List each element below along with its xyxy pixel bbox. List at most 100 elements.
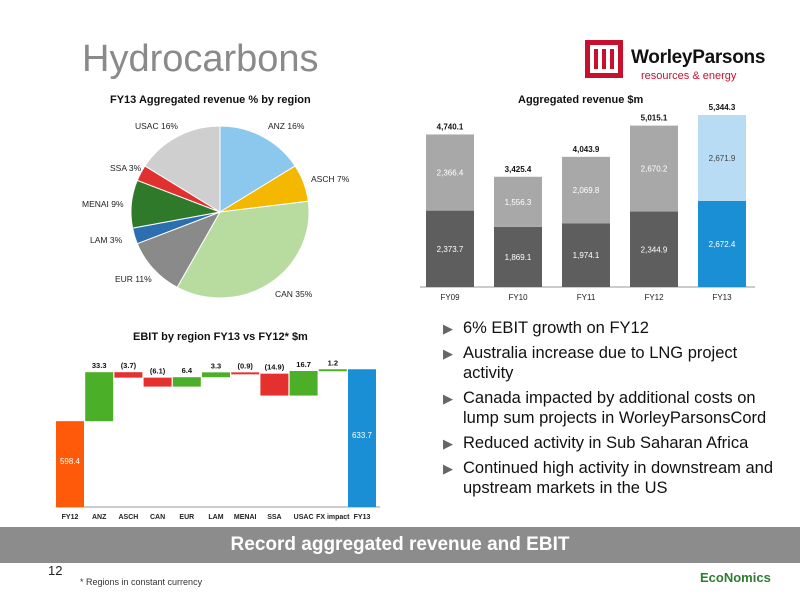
ebit-category-label: EUR [179,514,194,521]
ebit-category-label: FY13 [354,514,371,521]
ebit-bar [260,373,289,396]
revenue-total-label: 4,740.1 [437,122,464,131]
ebit-bar-label: 33.3 [92,361,107,370]
pie-slice-label: CAN 35% [275,289,313,299]
pie-slice [144,125,221,213]
bullet-item: ▶ Australia increase due to LNG project a… [443,344,738,382]
revenue-bar-bottom [426,210,474,287]
ebit-bar [231,372,260,375]
revenue-bar-top [494,176,542,227]
ebit-category-label: FX impact [316,514,350,521]
ebit-bar-label: 6.4 [182,366,193,375]
econ-footer-logo: EcoNomics [700,570,771,585]
revenue-bar-bottom-label: 1,869.1 [505,253,532,262]
revenue-category-label: FY10 [508,293,528,302]
ebit-bar [85,372,114,422]
revenue-category-label: FY11 [577,293,596,302]
revenue-total-label: 4,043.9 [573,145,600,154]
footnote: * Regions in constant currency [80,577,203,587]
ebit-category-label: SSA [267,514,281,521]
worleyparsons-logo: WorleyParsons resources & energy [585,40,765,82]
revenue-chart-title: Aggregated revenue $m [518,94,644,106]
triangle-bullet-icon: ▶ [443,461,453,476]
ebit-bar [318,369,347,372]
ebit-bar-label: 598.4 [60,457,81,466]
revenue-total-label: 5,344.3 [709,103,736,112]
pie-slice-label: EUR 11% [115,274,152,284]
ebit-bar [202,372,230,378]
revenue-bar-bottom [698,200,746,287]
slide-title: Hydrocarbons [82,38,319,80]
ebit-bar [114,372,143,378]
revenue-bar-bottom [562,223,610,287]
ebit-category-label: ANZ [92,514,107,521]
ebit-category-label: ASCH [118,514,138,521]
ebit-category-label: USAC [294,514,314,521]
triangle-bullet-icon: ▶ [443,346,453,361]
pie-slice-label: MENAI 9% [82,199,124,209]
bullet-item: ▶ 6% EBIT growth on FY12 [443,319,649,337]
ebit-category-label: LAM [208,514,223,521]
bullet-item: ▶ Canada impacted by additional costs on … [443,389,767,427]
revenue-bar-top-label: 2,671.9 [709,154,736,163]
triangle-bullet-icon: ▶ [443,321,453,336]
revenue-bar-bottom-label: 2,344.9 [641,245,668,254]
pie-slice [176,200,310,299]
revenue-category-label: FY09 [440,293,460,302]
ebit-bar [56,421,84,507]
ebit-bar-label: 3.3 [211,361,221,370]
revenue-total-label: 3,425.4 [505,165,532,174]
ebit-bar-label: 1.2 [328,358,338,367]
ebit-bar-label: 16.7 [296,360,311,369]
revenue-bar-bottom-label: 1,974.1 [573,251,600,260]
summary-banner: Record aggregated revenue and EBIT [0,527,800,563]
ebit-bar-label: (14.9) [265,363,285,372]
bullet-item: ▶ Continued high activity in downstream a… [443,459,774,497]
revenue-category-label: FY12 [644,293,664,302]
revenue-bar-top [562,156,610,224]
revenue-bar-top-label: 1,556.3 [505,198,532,207]
revenue-bar-bottom-label: 2,373.7 [437,245,464,254]
ebit-bar [172,377,201,387]
page-number: 12 [48,563,63,578]
ebit-category-label: CAN [150,514,165,521]
revenue-bar-top-label: 2,069.8 [573,186,600,195]
bullet-list: ▶ 6% EBIT growth on FY12 ▶ Australia incre… [443,318,783,503]
triangle-bullet-icon: ▶ [443,436,453,451]
ebit-bar-label: (0.9) [237,361,253,370]
pie-slice-label: ANZ 16% [268,121,305,131]
ebit-bar [348,369,376,507]
ebit-category-label: FY12 [62,514,79,521]
pie-chart-title: FY13 Aggregated revenue % by region [110,94,311,106]
triangle-bullet-icon: ▶ [443,391,453,406]
pie-slice-label: USAC 16% [135,121,178,131]
revenue-bar-top [426,134,474,211]
revenue-bar-top-label: 2,670.2 [641,165,668,174]
pie-slice-label: LAM 3% [90,235,123,245]
ebit-category-label: MENAI [234,514,257,521]
revenue-total-label: 5,015.1 [641,114,668,123]
worleyparsons-mark-icon [585,40,623,78]
revenue-bar-top [630,125,678,212]
ebit-bar-label: (3.7) [121,361,137,370]
ebit-chart-title: EBIT by region FY13 vs FY12* $m [133,331,308,343]
ebit-bar [289,371,318,396]
pie-slice-label: SSA 3% [110,163,142,173]
logo-name: WorleyParsons [631,47,766,68]
revenue-bar-top-label: 2,366.4 [437,169,464,178]
pie-slice [219,125,296,213]
revenue-bar-bottom [630,211,678,287]
ebit-bar-label: 633.7 [352,431,373,440]
bullet-item: ▶ Reduced activity in Sub Saharan Africa [443,434,749,452]
revenue-bar-bottom [494,226,542,287]
revenue-category-label: FY13 [712,293,732,302]
ebit-bar-label: (6.1) [150,367,166,376]
pie-slice-label: ASCH 7% [311,174,350,184]
revenue-bar-bottom-label: 2,672.4 [709,240,736,249]
logo-tagline: resources & energy [641,70,737,82]
revenue-bar-top [698,115,746,201]
ebit-bar [143,377,172,387]
